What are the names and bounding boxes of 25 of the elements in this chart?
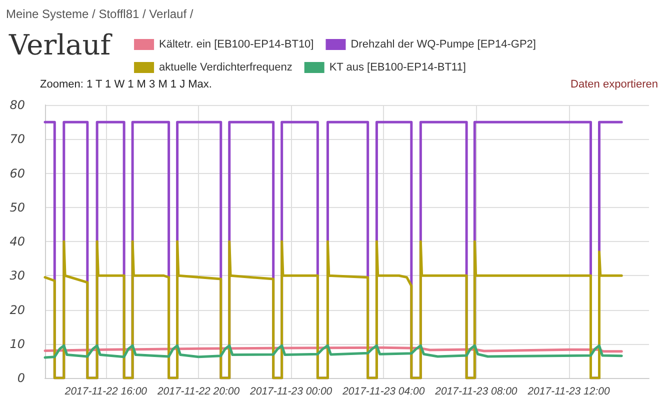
y-tick-label: 50 [10, 200, 26, 214]
y-tick-label: 10 [10, 336, 26, 351]
legend-label: aktuelle Verdichterfrequenz [159, 62, 292, 74]
y-tick-label: 40 [10, 234, 26, 248]
y-tick-label: 30 [10, 268, 26, 283]
y-tick-label: 60 [10, 166, 26, 180]
x-tick-label: 2017-11-23 08:00 [434, 386, 518, 398]
line-series [44, 344, 623, 359]
x-tick-label: 2017-11-23 00:00 [249, 386, 332, 398]
y-tick-label: 0 [17, 371, 26, 385]
x-tick-label: 2017-11-22 20:00 [156, 386, 240, 398]
y-tick-label: 70 [10, 132, 26, 146]
y-tick-label: 80 [10, 98, 26, 112]
y-tick-label: 20 [10, 302, 26, 317]
x-tick-label: 2017-11-23 04:00 [342, 386, 425, 398]
legend-label: Drehzahl der WQ-Pumpe [EP14-GP2] [350, 38, 536, 50]
x-tick-label: 2017-11-22 16:00 [64, 386, 148, 398]
text: Zoomen: 1 T 1 W 1 M 3 M 1 J Max. [40, 78, 212, 90]
legend-label: KT aus [EB100-EP14-BT11] [329, 62, 466, 74]
legend-label: Kältetr. ein [EB100-EP14-BT10] [159, 38, 314, 50]
text: Daten exportieren [570, 78, 658, 90]
x-tick-label: 2017-11-23 12:00 [526, 386, 610, 398]
text: Meine Systeme / Stoffl81 / Verlauf / [6, 7, 194, 21]
line-series [44, 240, 623, 380]
chart-title: Verlauf [8, 28, 114, 62]
